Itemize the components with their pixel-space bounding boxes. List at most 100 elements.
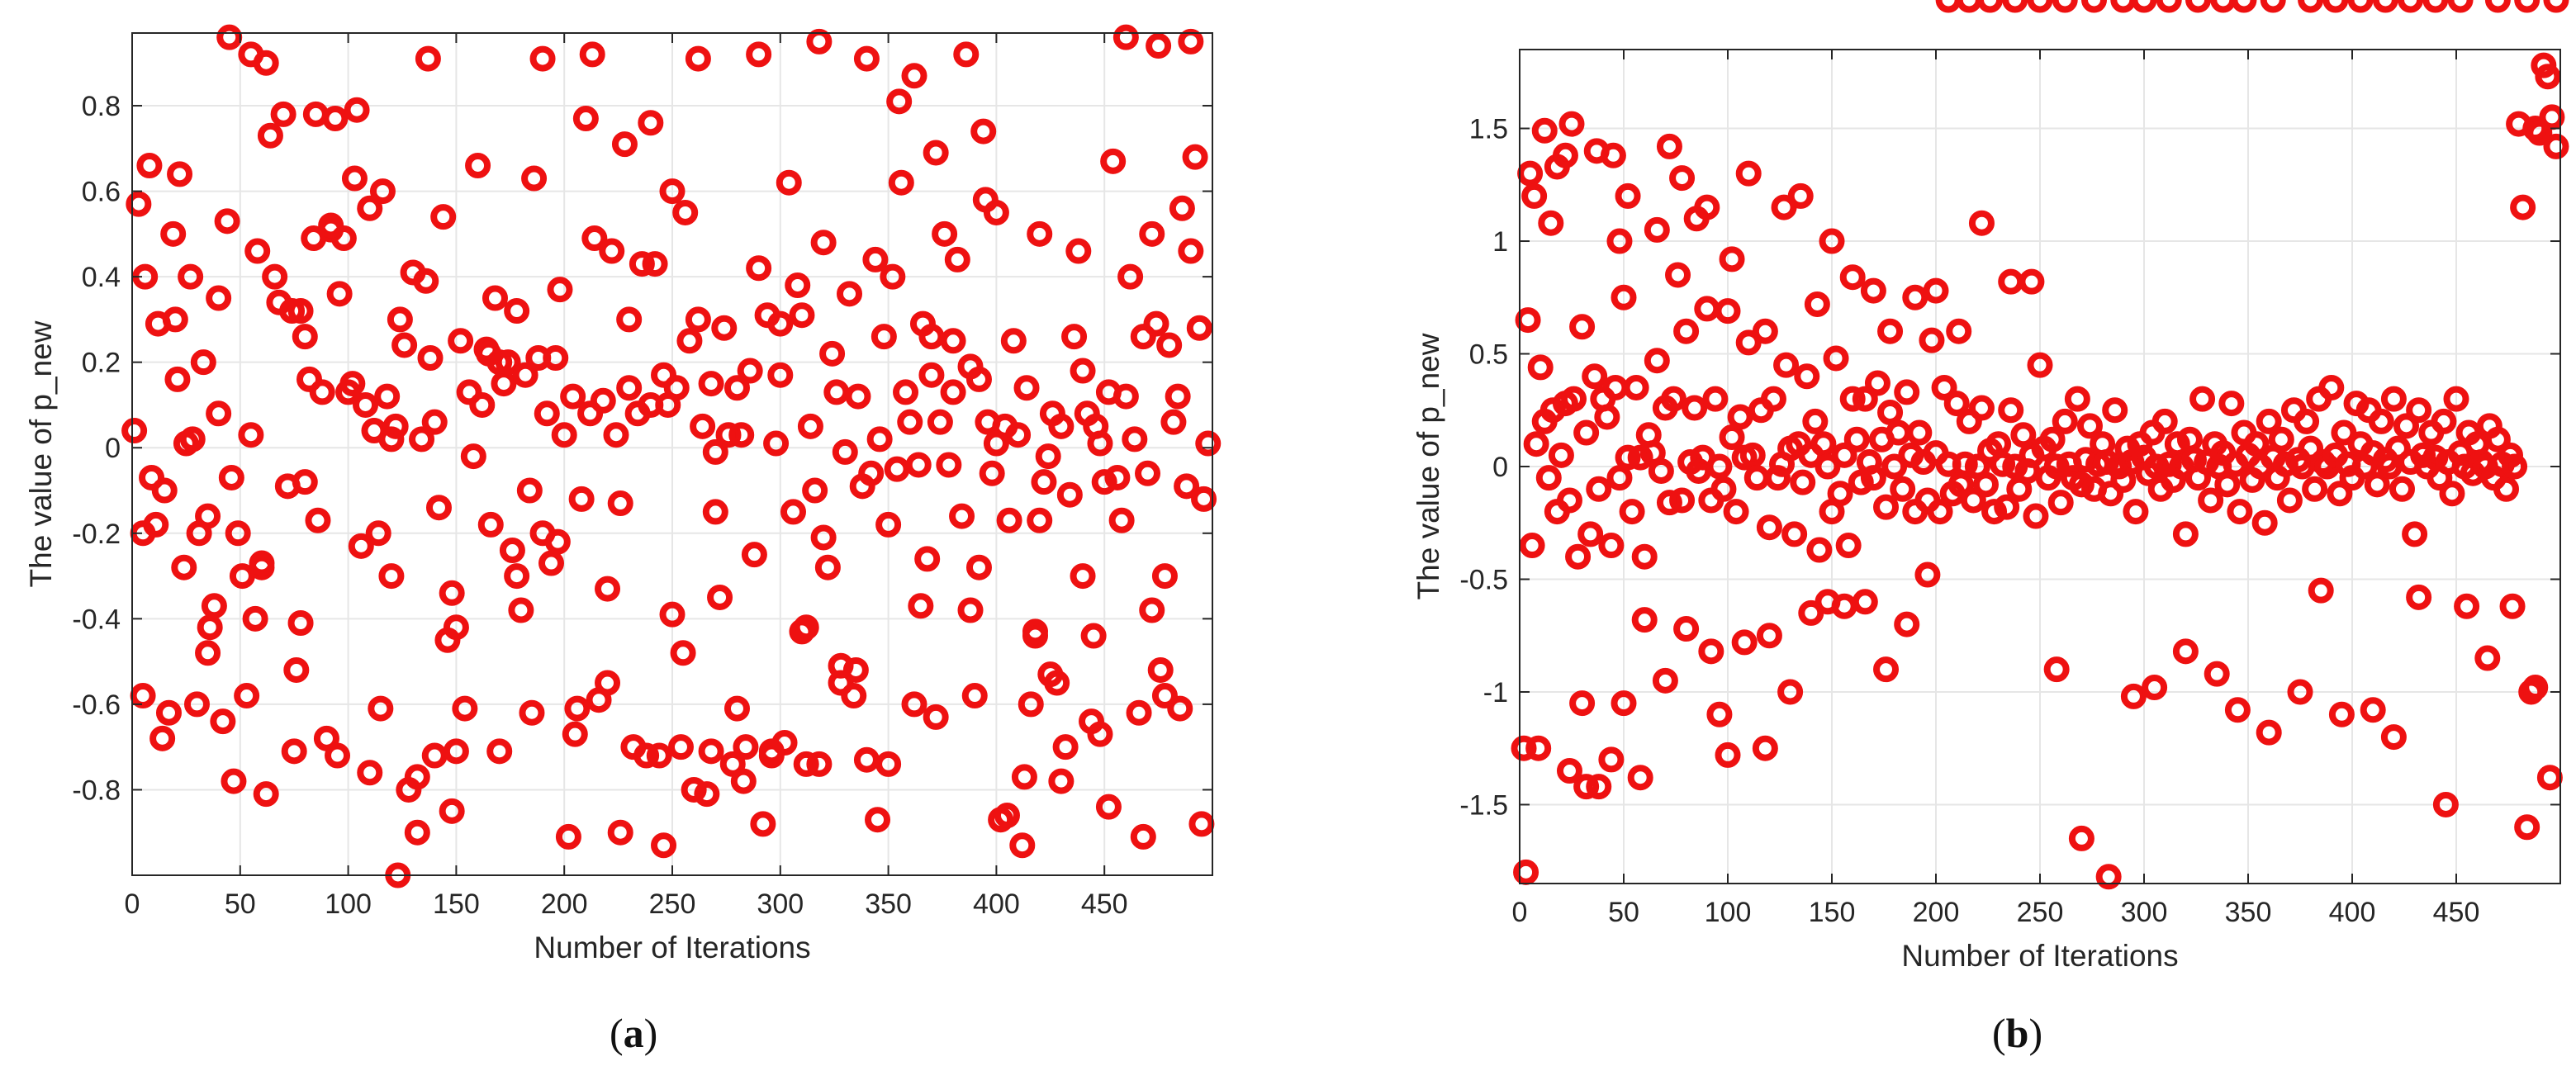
- x-tick-label: 400: [2329, 897, 2376, 928]
- data-point: [1048, 413, 1075, 439]
- y-tick-label: 1: [1492, 226, 1508, 258]
- data-point: [1843, 426, 1870, 452]
- data-point: [2536, 765, 2563, 791]
- data-point: [2227, 499, 2253, 525]
- chart-b: 0 50 100 150 200 250 300 350 400 450 -1.5 -1 -0.5 0 0.…: [1411, 0, 2569, 973]
- data-point: [789, 618, 815, 645]
- data-point: [404, 819, 430, 846]
- data-point: [949, 503, 975, 529]
- data-point: [832, 438, 858, 465]
- x-tick-label: 350: [2225, 897, 2272, 928]
- data-point: [2484, 0, 2511, 13]
- data-point: [880, 263, 906, 290]
- data-point: [823, 379, 850, 405]
- data-point: [430, 204, 457, 230]
- data-point: [516, 477, 543, 504]
- data-point: [2308, 577, 2334, 604]
- data-point: [1873, 656, 1900, 683]
- data-point: [918, 362, 945, 388]
- data-point: [302, 101, 329, 127]
- data-point: [2484, 426, 2511, 452]
- data-point: [499, 537, 525, 563]
- data-point: [901, 691, 927, 718]
- data-point: [780, 499, 806, 525]
- data-point: [1631, 607, 1658, 633]
- data-point: [1723, 499, 1749, 525]
- data-point: [551, 422, 577, 448]
- data-point: [2243, 431, 2270, 457]
- data-point: [996, 507, 1022, 533]
- data-point: [737, 358, 763, 384]
- data-point: [1165, 383, 1191, 410]
- data-point: [195, 503, 221, 529]
- data-point: [404, 764, 430, 790]
- caption-letter: b: [2005, 1010, 2029, 1056]
- data-point: [633, 742, 660, 769]
- data-point: [2526, 120, 2553, 146]
- data-point: [1656, 490, 1682, 516]
- data-point: [357, 760, 383, 786]
- data-point: [866, 426, 893, 452]
- y-tick-label: 0: [1492, 452, 1508, 483]
- data-point: [2010, 422, 2037, 448]
- data-point: [2368, 408, 2394, 434]
- data-point: [1606, 465, 1633, 491]
- data-point: [1519, 533, 1545, 559]
- data-point: [1644, 216, 1670, 243]
- data-point: [1848, 469, 1874, 495]
- data-point: [1923, 277, 1949, 304]
- y-tick-label: -1: [1483, 677, 1508, 708]
- data-point: [1968, 210, 1995, 236]
- data-point: [270, 101, 297, 127]
- data-point: [2474, 645, 2501, 671]
- data-point: [2198, 487, 2224, 514]
- data-point: [387, 306, 413, 333]
- data-point: [603, 422, 629, 448]
- data-point: [676, 328, 703, 354]
- y-tick-label: 0.4: [82, 262, 121, 293]
- panel-a: 0 50 100 150 200 250 300 350 400 450 -0.8 -0.6 -0.4 -…: [0, 0, 1255, 1085]
- data-point: [1719, 424, 1745, 451]
- data-point: [730, 768, 757, 794]
- data-point: [659, 178, 686, 205]
- data-point: [257, 122, 283, 149]
- data-point: [2172, 638, 2199, 665]
- data-point: [283, 656, 310, 683]
- data-point: [1130, 324, 1156, 350]
- caption-letter: a: [623, 1010, 644, 1056]
- data-point: [1698, 638, 1724, 665]
- data-point: [884, 456, 910, 482]
- data-point: [2384, 435, 2411, 462]
- data-point: [249, 550, 275, 576]
- data-point: [607, 819, 633, 846]
- data-point: [562, 721, 588, 747]
- data-point: [519, 699, 545, 726]
- data-point: [2027, 352, 2053, 378]
- data-point: [279, 298, 306, 325]
- data-point: [1521, 182, 1548, 209]
- data-point: [897, 409, 923, 435]
- data-point: [2294, 408, 2320, 434]
- data-point: [160, 220, 187, 247]
- data-point: [1777, 679, 1804, 705]
- data-point: [1968, 395, 1995, 421]
- data-point: [1027, 507, 1053, 533]
- data-point: [1535, 465, 1562, 491]
- data-point: [2143, 453, 2170, 480]
- data-point: [2268, 426, 2294, 452]
- data-point: [932, 220, 958, 247]
- data-point: [1972, 471, 1999, 498]
- data-point: [1977, 0, 2004, 13]
- data-point: [1864, 370, 1890, 396]
- data-point: [746, 41, 772, 68]
- data-point: [2002, 0, 2028, 13]
- data-point: [2131, 0, 2157, 13]
- data-point: [862, 246, 889, 272]
- data-point: [126, 191, 152, 217]
- data-point: [2543, 133, 2569, 159]
- data-point: [357, 195, 383, 221]
- data-point: [1146, 33, 1172, 59]
- data-point: [504, 563, 530, 590]
- data-point: [1943, 391, 1970, 417]
- data-point: [1000, 328, 1027, 354]
